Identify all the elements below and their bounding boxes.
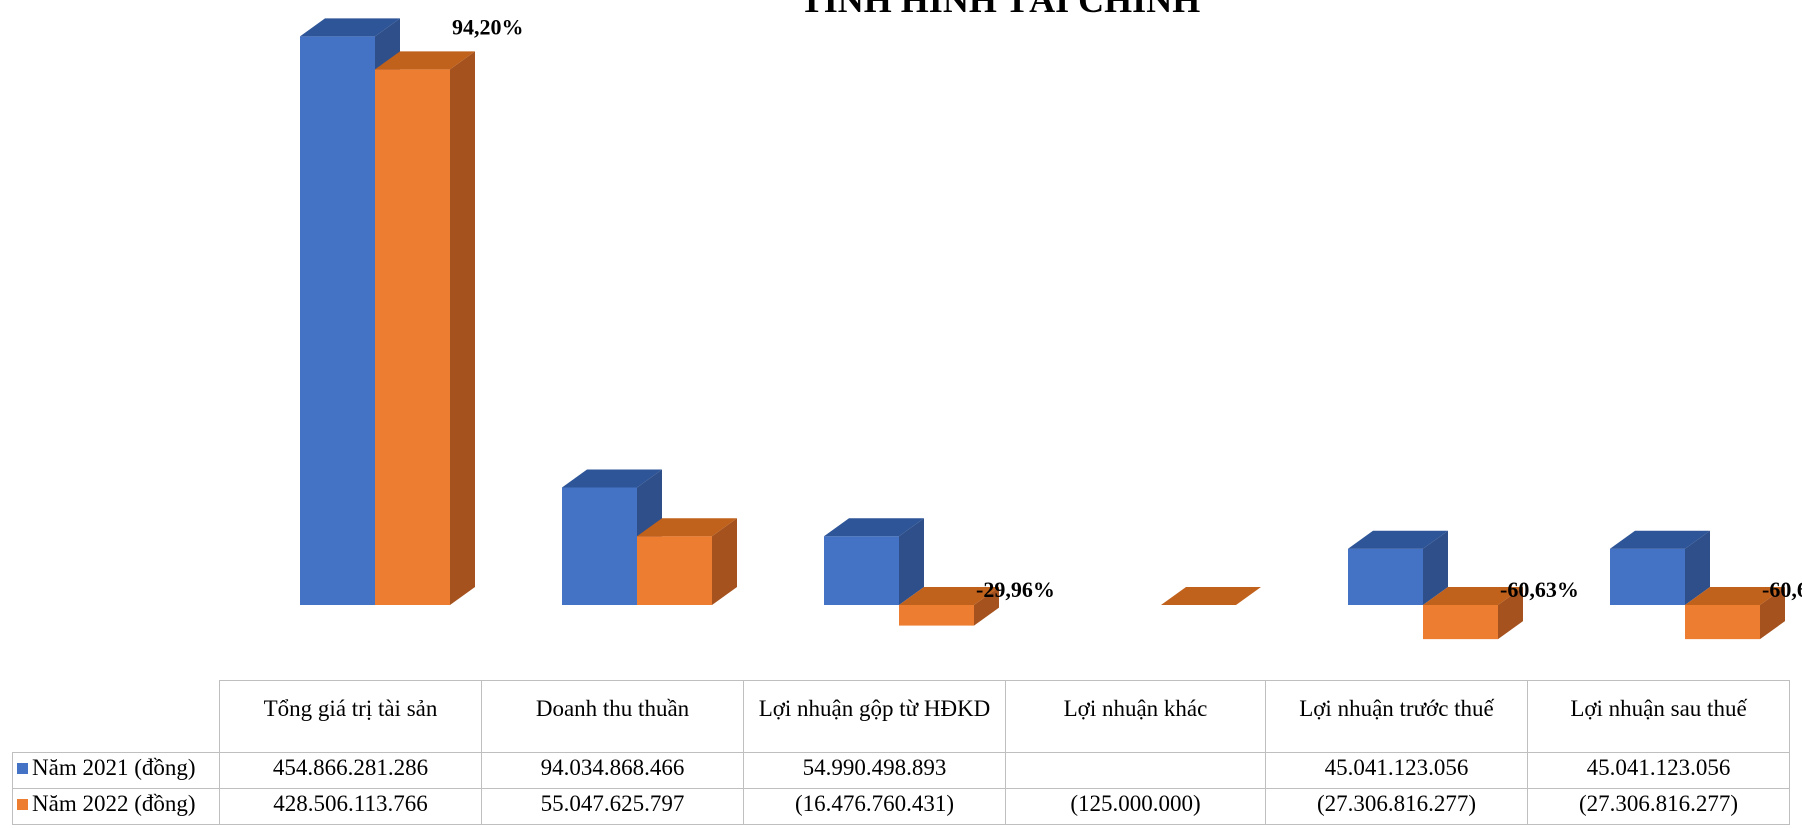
table-cell: (27.306.816.277) (1265, 788, 1528, 825)
change-label-2: -29,96% (976, 577, 1055, 602)
bar-2021-1-top (562, 469, 662, 488)
legend-swatch (17, 763, 28, 774)
table-cell: (125.000.000) (1005, 788, 1266, 825)
data-table: Tổng giá trị tài sản Doanh thu thuần Lợi n… (12, 680, 1790, 825)
bars-group: 94,20% -29,96% -60,63% -60,63% (300, 14, 1802, 640)
table-cell (1005, 752, 1266, 789)
bar-2022-2 (899, 605, 974, 626)
chart-title: TÌNH HÌNH TÀI CHÍNH (800, 0, 1200, 20)
bar-2022-2-top (899, 587, 999, 605)
bar-2022-4-top (1423, 587, 1523, 605)
series-label-1: Năm 2022 (đồng) (12, 788, 220, 825)
column-header-4: Lợi nhuận trước thuế (1265, 680, 1528, 753)
table-cell: 428.506.113.766 (219, 788, 482, 825)
bar-2022-0-side (450, 51, 475, 605)
bar-2021-5 (1610, 548, 1685, 605)
change-label-5: -60,63% (1762, 577, 1802, 602)
bar-2021-2-top (824, 518, 924, 537)
series-label-0: Năm 2021 (đồng) (12, 752, 220, 789)
bar-2021-4-side (1423, 530, 1448, 605)
bar-2021-4 (1348, 548, 1423, 605)
bar-2021-5-top (1610, 530, 1710, 549)
legend-swatch (17, 799, 28, 810)
column-header-0: Tổng giá trị tài sản (219, 680, 482, 753)
bar-2022-0-top (375, 51, 475, 70)
bar-2021-4-top (1348, 530, 1448, 549)
bar-2021-0-top (300, 18, 400, 37)
bar-2021-2 (824, 536, 899, 605)
table-cell: 454.866.281.286 (219, 752, 482, 789)
bar-2021-1 (562, 487, 637, 605)
bar-2022-5-top (1685, 587, 1785, 605)
table-cell: (16.476.760.431) (743, 788, 1006, 825)
change-label-4: -60,63% (1500, 577, 1579, 602)
bar-2021-0 (300, 36, 375, 605)
change-label-0: 94,20% (452, 14, 524, 39)
bar-2022-1-top (637, 518, 737, 537)
table-corner-cell (12, 680, 220, 753)
bar-2021-5-side (1685, 530, 1710, 605)
column-header-1: Doanh thu thuần (481, 680, 744, 753)
table-cell: 55.047.625.797 (481, 788, 744, 825)
column-header-2: Lợi nhuận gộp từ HĐKD (743, 680, 1006, 753)
table-header-row: Tổng giá trị tài sản Doanh thu thuần Lợi n… (12, 680, 1790, 753)
bar-2022-0 (375, 69, 450, 605)
table-row: Năm 2021 (đồng) 454.866.281.286 94.034.868… (12, 752, 1790, 789)
table-cell: 45.041.123.056 (1527, 752, 1790, 789)
table-cell: 94.034.868.466 (481, 752, 744, 789)
bar-2022-5 (1685, 605, 1760, 640)
bar-2022-5-side (1760, 587, 1785, 640)
table-cell: 45.041.123.056 (1265, 752, 1528, 789)
bar-2021-2-side (899, 518, 924, 605)
table-cell: (27.306.816.277) (1527, 788, 1790, 825)
table-row: Năm 2022 (đồng) 428.506.113.766 55.047.625… (12, 788, 1790, 825)
bar-2022-2-side (974, 587, 999, 626)
column-header-3: Lợi nhuận khác (1005, 680, 1266, 753)
table-cell: 54.990.498.893 (743, 752, 1006, 789)
bar-2022-4 (1423, 605, 1498, 640)
column-header-5: Lợi nhuận sau thuế (1527, 680, 1790, 753)
bar-2022-1-side (712, 518, 737, 605)
bar-2022-4-side (1498, 587, 1523, 640)
bar-2022-3-top (1161, 587, 1261, 605)
bar-2022-1 (637, 536, 712, 605)
